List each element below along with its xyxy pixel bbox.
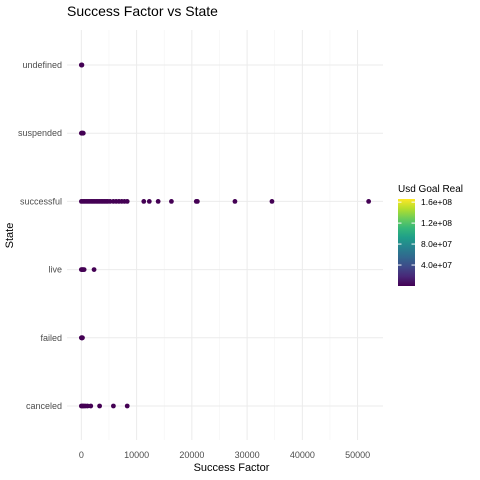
data-point — [269, 199, 275, 204]
data-point — [85, 403, 90, 409]
y-axis-title: State — [4, 223, 16, 249]
x-tick-label: 50000 — [345, 450, 370, 460]
data-point — [111, 403, 116, 409]
y-tick-label: failed — [40, 333, 62, 343]
data-point — [80, 130, 86, 136]
y-tick-label: suspended — [18, 128, 62, 138]
legend-title: Usd Goal Real — [398, 184, 463, 195]
data-point — [232, 199, 238, 204]
grid — [67, 30, 383, 440]
legend-tick-label: 4.0e+07 — [421, 260, 452, 270]
data-point — [81, 267, 87, 272]
data-point — [91, 267, 97, 272]
y-tick-label: canceled — [26, 401, 62, 411]
data-point — [141, 199, 147, 204]
y-tick-label: live — [48, 265, 62, 275]
y-tick-label: successful — [20, 196, 62, 206]
data-point — [79, 62, 85, 68]
x-tick-label: 20000 — [179, 450, 204, 460]
y-tick-label: undefined — [22, 60, 62, 70]
chart-title: Success Factor vs State — [67, 3, 218, 19]
x-tick-label: 30000 — [235, 450, 260, 460]
data-point — [194, 199, 200, 204]
x-axis-title: Success Factor — [194, 462, 270, 474]
colorbar — [398, 199, 415, 286]
color-legend: Usd Goal Real 4.0e+07 8.0e+07 1.2e+08 1.6e+… — [398, 184, 463, 286]
y-axis-ticks: canceled failed live successful suspended und… — [18, 60, 62, 411]
legend-tick-label: 1.2e+08 — [421, 218, 452, 228]
data-point — [88, 403, 94, 409]
data-point — [146, 199, 152, 204]
data-point — [155, 199, 161, 204]
data-point — [80, 335, 85, 341]
legend-tick-label: 1.6e+08 — [421, 197, 452, 207]
data-points — [78, 62, 372, 409]
x-tick-label: 40000 — [290, 450, 315, 460]
x-tick-label: 0 — [79, 450, 84, 460]
data-point — [97, 403, 102, 409]
data-point — [107, 199, 113, 204]
legend-ticks: 4.0e+07 8.0e+07 1.2e+08 1.6e+08 — [398, 197, 452, 270]
data-point — [169, 199, 174, 204]
x-tick-label: 10000 — [124, 450, 149, 460]
data-point — [366, 199, 372, 204]
legend-tick-label: 8.0e+07 — [421, 239, 452, 249]
data-point — [124, 403, 130, 409]
x-axis-ticks: 0 10000 20000 30000 40000 50000 — [79, 450, 370, 460]
data-point — [124, 199, 130, 204]
